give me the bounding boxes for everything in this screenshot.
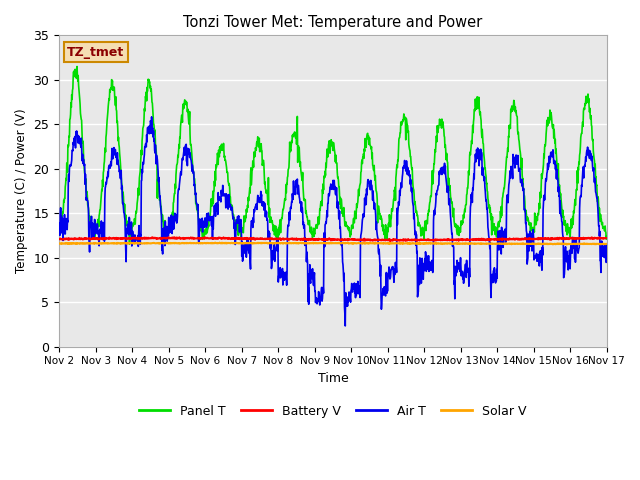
Legend: Panel T, Battery V, Air T, Solar V: Panel T, Battery V, Air T, Solar V xyxy=(134,400,532,423)
Title: Tonzi Tower Met: Temperature and Power: Tonzi Tower Met: Temperature and Power xyxy=(183,15,483,30)
X-axis label: Time: Time xyxy=(317,372,348,385)
Y-axis label: Temperature (C) / Power (V): Temperature (C) / Power (V) xyxy=(15,108,28,273)
Text: TZ_tmet: TZ_tmet xyxy=(67,46,125,59)
